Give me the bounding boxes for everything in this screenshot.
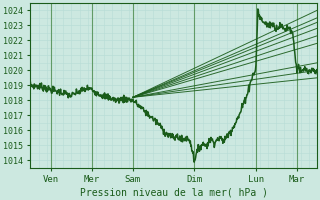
X-axis label: Pression niveau de la mer( hPa ): Pression niveau de la mer( hPa ) <box>80 187 268 197</box>
